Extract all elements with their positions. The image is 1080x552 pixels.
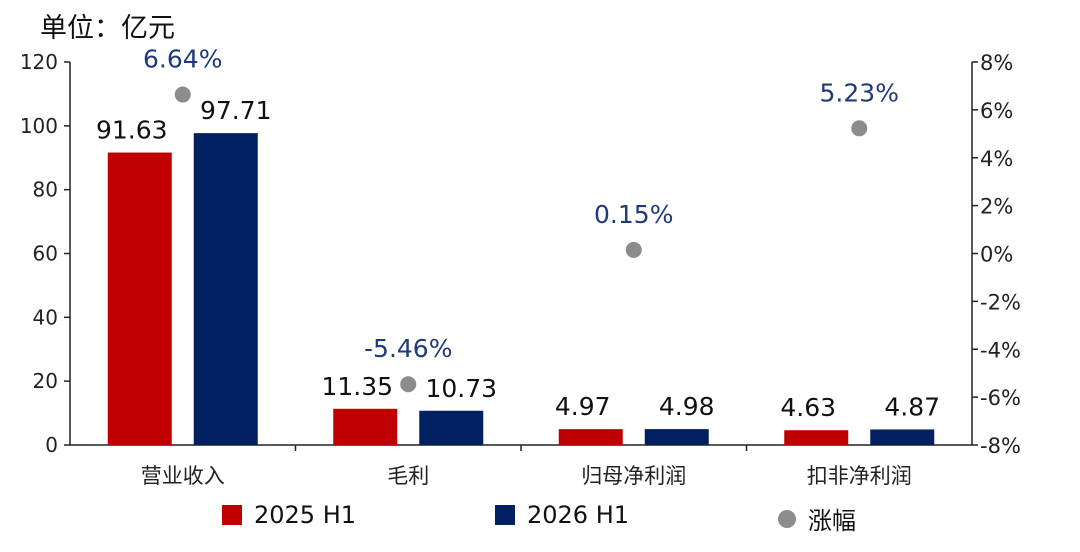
left-axis-tick-label: 100 xyxy=(20,114,58,138)
bar-value-label: 97.71 xyxy=(200,96,272,125)
right-axis-tick-label: -8% xyxy=(980,434,1021,458)
bar-2025-h1 xyxy=(107,152,172,445)
change-point xyxy=(174,86,191,103)
legend-label-change: 涨幅 xyxy=(808,507,856,535)
right-axis-tick-label: 6% xyxy=(980,99,1013,123)
legend-item-change: 涨幅 xyxy=(778,501,856,536)
right-axis-tick-label: 2% xyxy=(980,195,1013,219)
right-axis-tick-label: -4% xyxy=(980,338,1021,362)
category-label: 营业收入 xyxy=(141,464,225,488)
bar-2026-h1 xyxy=(870,429,935,445)
legend-label-2025: 2025 H1 xyxy=(254,501,357,529)
change-value-label: 5.23% xyxy=(820,78,899,107)
right-axis-tick-label: 0% xyxy=(980,243,1013,267)
change-value-label: 6.64% xyxy=(143,45,222,74)
bar-2026-h1 xyxy=(644,429,709,445)
bar-2026-h1 xyxy=(419,410,484,445)
bar-value-label: 4.63 xyxy=(780,393,836,422)
category-label: 归母净利润 xyxy=(581,464,686,488)
bar-2025-h1 xyxy=(784,430,849,445)
left-axis-tick-label: 80 xyxy=(33,178,58,202)
bar-2025-h1 xyxy=(333,408,398,445)
legend: 2025 H1 2026 H1 涨幅 xyxy=(0,501,1080,537)
bar-chart: 0 20 40 60 80 100 120 -8% -6% -4% -2% 0% 2% 4% 6% 8% 营业收… xyxy=(20,45,1021,488)
bar-value-label: 4.98 xyxy=(659,392,715,421)
left-axis-tick-label: 0 xyxy=(45,433,58,457)
category-label: 毛利 xyxy=(387,464,429,488)
right-axis-tick-label: -6% xyxy=(980,386,1021,410)
legend-label-2026: 2026 H1 xyxy=(527,501,630,529)
left-axis-tick-label: 20 xyxy=(33,369,58,393)
left-axis-tick-label: 40 xyxy=(33,305,58,329)
right-axis-tick-label: 8% xyxy=(980,51,1013,75)
bar-value-label: 4.97 xyxy=(555,392,611,421)
bar-value-label: 11.35 xyxy=(321,372,393,401)
category-label: 扣非净利润 xyxy=(807,464,912,488)
legend-swatch-2026 xyxy=(495,505,515,525)
legend-swatch-2025 xyxy=(222,505,242,525)
change-point xyxy=(400,376,417,393)
legend-item-2025: 2025 H1 xyxy=(222,501,356,529)
legend-item-2026: 2026 H1 xyxy=(495,501,629,529)
change-point xyxy=(625,241,642,258)
bar-value-label: 10.73 xyxy=(425,374,497,403)
change-value-label: -5.46% xyxy=(364,334,452,363)
change-value-label: 0.15% xyxy=(594,200,673,229)
bar-value-label: 4.87 xyxy=(884,392,940,421)
unit-label: 单位：亿元 xyxy=(40,13,175,44)
bar-2026-h1 xyxy=(193,133,258,445)
bar-2025-h1 xyxy=(558,429,623,445)
right-axis-tick-label: 4% xyxy=(980,147,1013,171)
legend-dot-change xyxy=(778,509,796,528)
left-axis-tick-label: 60 xyxy=(33,242,58,266)
bar-value-label: 91.63 xyxy=(96,116,168,145)
change-point xyxy=(851,120,868,137)
left-axis-tick-label: 120 xyxy=(20,50,58,74)
right-axis-tick-label: -2% xyxy=(980,290,1021,314)
